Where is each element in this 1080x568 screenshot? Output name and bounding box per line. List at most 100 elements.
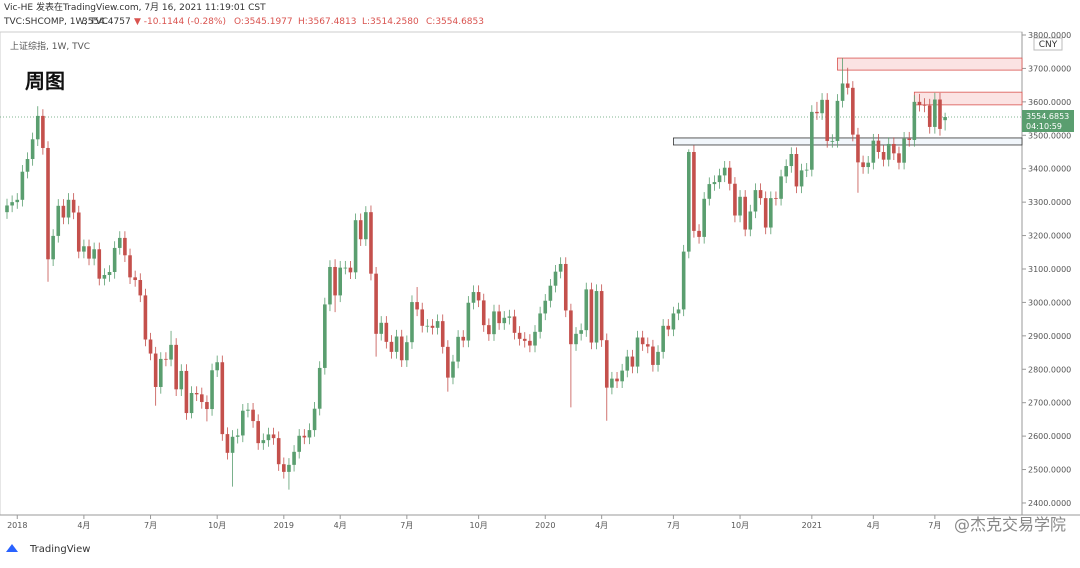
candle-body (651, 346, 655, 365)
y-tick-label: 2700.0000 (1028, 399, 1071, 408)
price-badge-value: 3554.6853 (1026, 112, 1069, 121)
watermark: @杰克交易学院 (954, 515, 1066, 534)
candle-body (189, 392, 194, 414)
x-tick-label: 2021 (802, 521, 822, 530)
x-tick-label: 4月 (77, 521, 90, 530)
candle-body (912, 101, 917, 140)
x-tick-label: 4月 (595, 521, 608, 530)
plot-layer: 2400.0000 2500.0000 2600.0000 2700.0000 2800… (0, 31, 1074, 530)
candle-body (415, 302, 419, 310)
x-tick-label: 10月 (208, 521, 226, 530)
x-tick-label: 10月 (470, 521, 488, 530)
candle-body (266, 434, 271, 441)
candle-body (348, 267, 353, 273)
candle-body (835, 100, 840, 141)
candle-body (861, 162, 865, 168)
candle-body (579, 330, 583, 334)
candle-body (645, 344, 650, 347)
last-price: 3554.4757 (82, 17, 131, 27)
candle-body (502, 317, 507, 324)
candle-body (758, 190, 763, 199)
candle-body (138, 280, 143, 296)
candle-body (671, 313, 676, 330)
x-tick-label: 4月 (334, 521, 347, 530)
candle-body (697, 230, 701, 237)
candle-body (851, 87, 855, 135)
candle-body (676, 309, 681, 314)
candle-body (220, 362, 225, 435)
change: ▼ -10.1144 (-0.28%) (134, 17, 226, 27)
y-tick-label: 3600.0000 (1028, 98, 1071, 107)
candle-body (35, 115, 40, 140)
candle-body (702, 198, 706, 237)
candle-body (743, 196, 747, 230)
y-tick-label: 2800.0000 (1028, 365, 1071, 374)
candle-body (487, 325, 491, 335)
candle-body (10, 202, 14, 206)
candle-body (117, 237, 122, 248)
candle-body (394, 336, 399, 352)
candle-body (25, 159, 30, 172)
candle-body (333, 266, 337, 296)
candle-body (133, 277, 137, 281)
candle-body (82, 246, 86, 252)
candle-body (497, 311, 501, 324)
chart-title: 周图 (25, 69, 65, 93)
candle-body (712, 182, 717, 185)
candle-body (666, 325, 671, 330)
candle-body (769, 198, 773, 228)
candle-body (517, 332, 522, 339)
candle-body (507, 316, 512, 318)
ohlc-group: O:3545.1977 H:3567.4813 L:3514.2580 C:3554.… (234, 17, 484, 27)
candle-body (615, 378, 619, 382)
candle-body (779, 176, 783, 199)
candle-body (364, 212, 368, 240)
subtitle: 上证综指, 1W, TVC (10, 40, 90, 52)
candle-body (471, 292, 476, 303)
candle-body (728, 167, 732, 184)
candle-body (866, 162, 871, 168)
candle-body (282, 464, 286, 472)
candle-body (481, 300, 486, 326)
candle-body (76, 212, 81, 252)
candle-body (907, 138, 912, 140)
candle-body (840, 83, 845, 101)
candle-body (661, 325, 665, 352)
x-tick-label: 2018 (7, 521, 27, 530)
candle-body (153, 353, 158, 387)
candle-body (97, 249, 102, 279)
candle-body (317, 367, 322, 409)
candle-body (276, 438, 281, 465)
y-tick-label: 2600.0000 (1028, 432, 1071, 441)
candle-body (799, 170, 804, 187)
candle-body (492, 311, 496, 335)
candle-body (461, 336, 466, 341)
candle-body (569, 310, 573, 345)
x-tick-label: 4月 (867, 521, 880, 530)
ohlc-value: L:3514.2580 (362, 17, 419, 27)
candle-body (128, 255, 132, 278)
candle-body (871, 140, 876, 163)
candle-body (804, 169, 809, 171)
candle-body (625, 356, 630, 371)
candle-body (820, 99, 824, 114)
ohlc-value: C:3554.6853 (426, 17, 484, 27)
candle-body (830, 140, 835, 142)
candle-body (707, 184, 712, 199)
candle-body (902, 138, 906, 163)
zone (673, 137, 1023, 146)
candle-body (199, 394, 204, 403)
candle-body (225, 434, 230, 453)
candle-body (753, 190, 758, 212)
candle-body (51, 235, 55, 260)
candle-body (563, 263, 568, 311)
y-tick-label: 3500.0000 (1028, 131, 1071, 140)
candle-body (102, 275, 107, 279)
candle-body (92, 249, 96, 259)
candle-body (717, 175, 722, 183)
candle-body (46, 147, 50, 260)
candle-body (179, 370, 184, 390)
candle-body (748, 211, 753, 230)
candle-body (640, 337, 645, 345)
